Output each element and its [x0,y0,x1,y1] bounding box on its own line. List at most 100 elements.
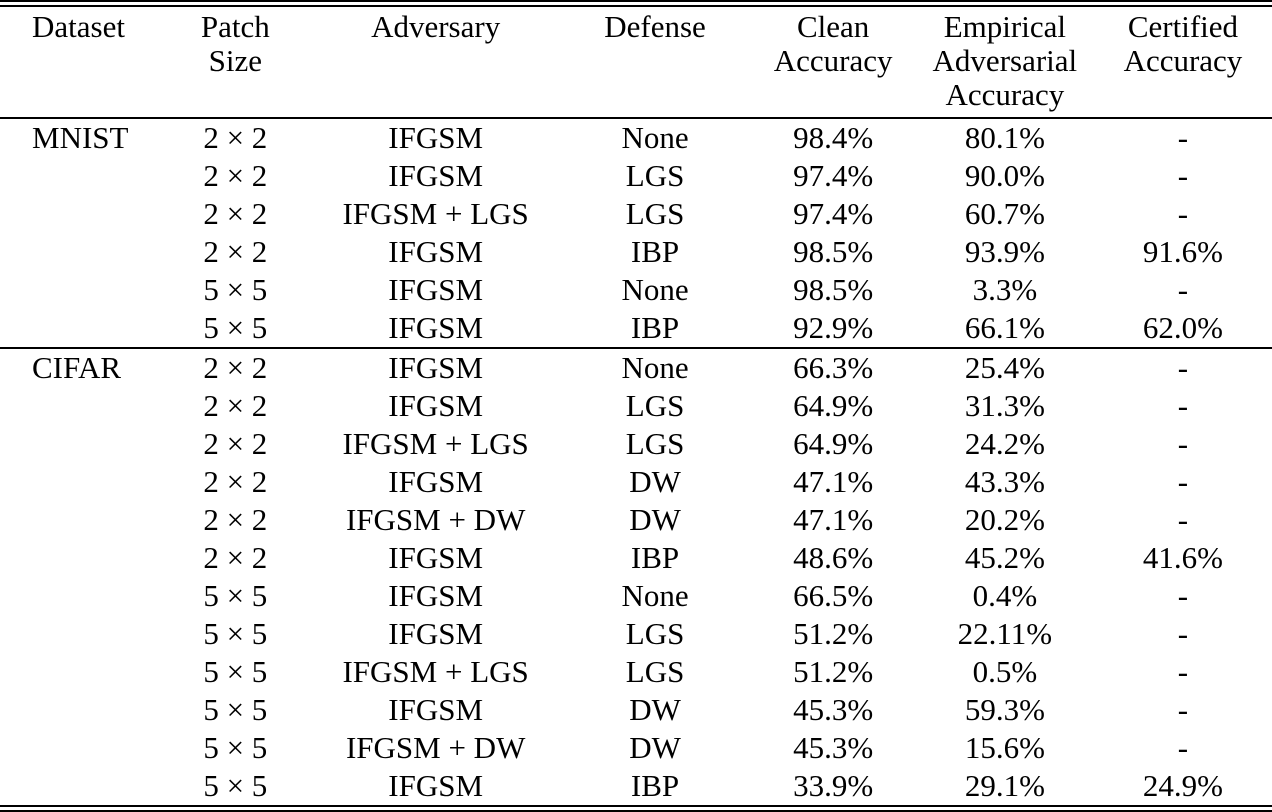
dataset-cell [0,539,159,577]
defense-cell: LGS [625,426,685,461]
clean-accuracy-cell: 45.3% [793,730,874,765]
empirical-adversarial-accuracy-cell: 0.5% [972,654,1038,689]
clean-accuracy-cell: 51.2% [793,654,874,689]
column-header-empirical-adversarial-accuracy: Empirical Adversarial Accuracy [915,3,1094,119]
clean-accuracy-cell: 92.9% [793,310,874,345]
patch-size-cell: 5 × 5 [203,730,268,765]
clean-accuracy-cell: 45.3% [793,692,874,727]
adversary-cell: IFGSM [388,578,484,613]
empirical-adversarial-accuracy-cell: 43.3% [964,464,1045,499]
defense-cell: None [621,272,689,307]
dataset-cell [0,729,159,767]
table-row: 5 × 5 IFGSM None 66.5% 0.4% - [0,577,1272,615]
dataset-label: MNIST [32,120,129,155]
empirical-adversarial-accuracy-cell: 59.3% [964,692,1045,727]
clean-accuracy-cell: 98.4% [793,120,874,155]
defense-cell: IBP [630,310,680,345]
adversary-cell: IFGSM [388,272,484,307]
table-row: 5 × 5 IFGSM + DW DW 45.3% 15.6% - [0,729,1272,767]
certified-accuracy-cell: 91.6% [1142,234,1223,269]
table-header: Dataset Patch Size Adversary Defense Clean A… [0,3,1272,119]
table-row: 5 × 5 IFGSM DW 45.3% 59.3% - [0,691,1272,729]
certified-accuracy-cell: - [1177,502,1189,537]
dataset-cell [0,271,159,309]
clean-accuracy-cell: 64.9% [793,426,874,461]
empirical-adversarial-accuracy-cell: 20.2% [964,502,1045,537]
certified-accuracy-cell: 62.0% [1142,310,1223,345]
dataset-cell [0,577,159,615]
table-row: 5 × 5 IFGSM IBP 33.9% 29.1% 24.9% [0,767,1272,809]
dataset-label: CIFAR [0,347,159,387]
empirical-adversarial-accuracy-cell: 31.3% [964,388,1045,423]
certified-accuracy-cell: - [1177,616,1189,651]
adversary-cell: IFGSM + LGS [342,196,529,231]
defense-cell: IBP [630,234,680,269]
clean-accuracy-cell: 64.9% [793,388,874,423]
dataset-cell [0,463,159,501]
adversary-cell: IFGSM [388,464,484,499]
table-row: 2 × 2 IFGSM LGS 64.9% 31.3% - [0,387,1272,425]
patch-size-cell: 2 × 2 [203,120,268,155]
certified-accuracy-cell: - [1177,272,1189,307]
empirical-adversarial-accuracy-cell: 66.1% [964,310,1045,345]
adversary-cell: IFGSM [388,540,484,575]
clean-accuracy-cell: 33.9% [793,768,874,803]
adversary-cell: IFGSM [388,234,484,269]
clean-accuracy-cell: 66.5% [793,578,874,613]
table-row: 2 × 2 IFGSM IBP 48.6% 45.2% 41.6% [0,539,1272,577]
certified-accuracy-cell: - [1177,158,1189,193]
clean-accuracy-cell: 98.5% [793,234,874,269]
defense-cell: IBP [630,768,680,803]
empirical-adversarial-accuracy-cell: 80.1% [964,120,1045,155]
certified-accuracy-cell: - [1177,426,1189,461]
adversary-cell: IFGSM [388,120,484,155]
patch-size-cell: 2 × 2 [203,540,268,575]
certified-accuracy-cell: - [1177,692,1189,727]
empirical-adversarial-accuracy-cell: 25.4% [915,347,1094,387]
dataset-cell [0,691,159,729]
defense-cell: LGS [625,196,685,231]
empirical-adversarial-accuracy-cell: 24.2% [964,426,1045,461]
patch-size-cell: 5 × 5 [203,654,268,689]
defense-cell: None [621,578,689,613]
certified-accuracy-cell: - [1177,730,1189,765]
dataset-cell [0,157,159,195]
adversary-cell: IFGSM [311,347,560,387]
empirical-adversarial-accuracy-cell: 93.9% [964,234,1045,269]
clean-accuracy-cell: 98.5% [793,272,874,307]
adversary-cell: IFGSM [388,158,484,193]
certified-accuracy-cell: 41.6% [1142,540,1223,575]
table-row: 5 × 5 IFGSM LGS 51.2% 22.11% - [0,615,1272,653]
table-row: 2 × 2 IFGSM + LGS LGS 64.9% 24.2% - [0,425,1272,463]
defense-cell: LGS [625,388,685,423]
adversary-cell: IFGSM [388,388,484,423]
patch-size-cell: 2 × 2 [203,502,268,537]
column-header-dataset: Dataset [0,3,159,119]
dataset-cell [0,615,159,653]
defense-cell: DW [629,692,681,727]
certified-accuracy-cell: - [1177,388,1189,423]
empirical-adversarial-accuracy-cell: 45.2% [964,540,1045,575]
table-body: MNIST 2 × 2 IFGSM None 98.4% 80.1% - 2 × 2 IFGSM… [0,118,1272,809]
patch-size-cell: 5 × 5 [203,768,268,803]
empirical-adversarial-accuracy-cell: 60.7% [964,196,1045,231]
column-header-clean-accuracy: Clean Accuracy [750,3,916,119]
dataset-cell [0,767,159,809]
adversary-cell: IFGSM + DW [345,502,526,537]
certified-accuracy-cell: - [1177,120,1189,155]
patch-size-cell: 5 × 5 [203,272,268,307]
dataset-cell [0,425,159,463]
empirical-adversarial-accuracy-cell: 3.3% [972,272,1038,307]
table-row: 5 × 5 IFGSM + LGS LGS 51.2% 0.5% - [0,653,1272,691]
empirical-adversarial-accuracy-cell: 0.4% [972,578,1038,613]
column-header-certified-accuracy: Certified Accuracy [1093,3,1272,119]
certified-accuracy-cell: - [1177,464,1189,499]
certified-accuracy-cell: - [1093,347,1272,387]
table-row: 2 × 2 IFGSM DW 47.1% 43.3% - [0,463,1272,501]
clean-accuracy-cell: 47.1% [793,502,874,537]
adversary-cell: IFGSM [388,616,484,651]
defense-cell: IBP [630,540,680,575]
column-header-defense: Defense [559,3,751,119]
defense-cell: LGS [625,616,685,651]
table-row: MNIST 2 × 2 IFGSM None 98.4% 80.1% - [0,118,1272,157]
